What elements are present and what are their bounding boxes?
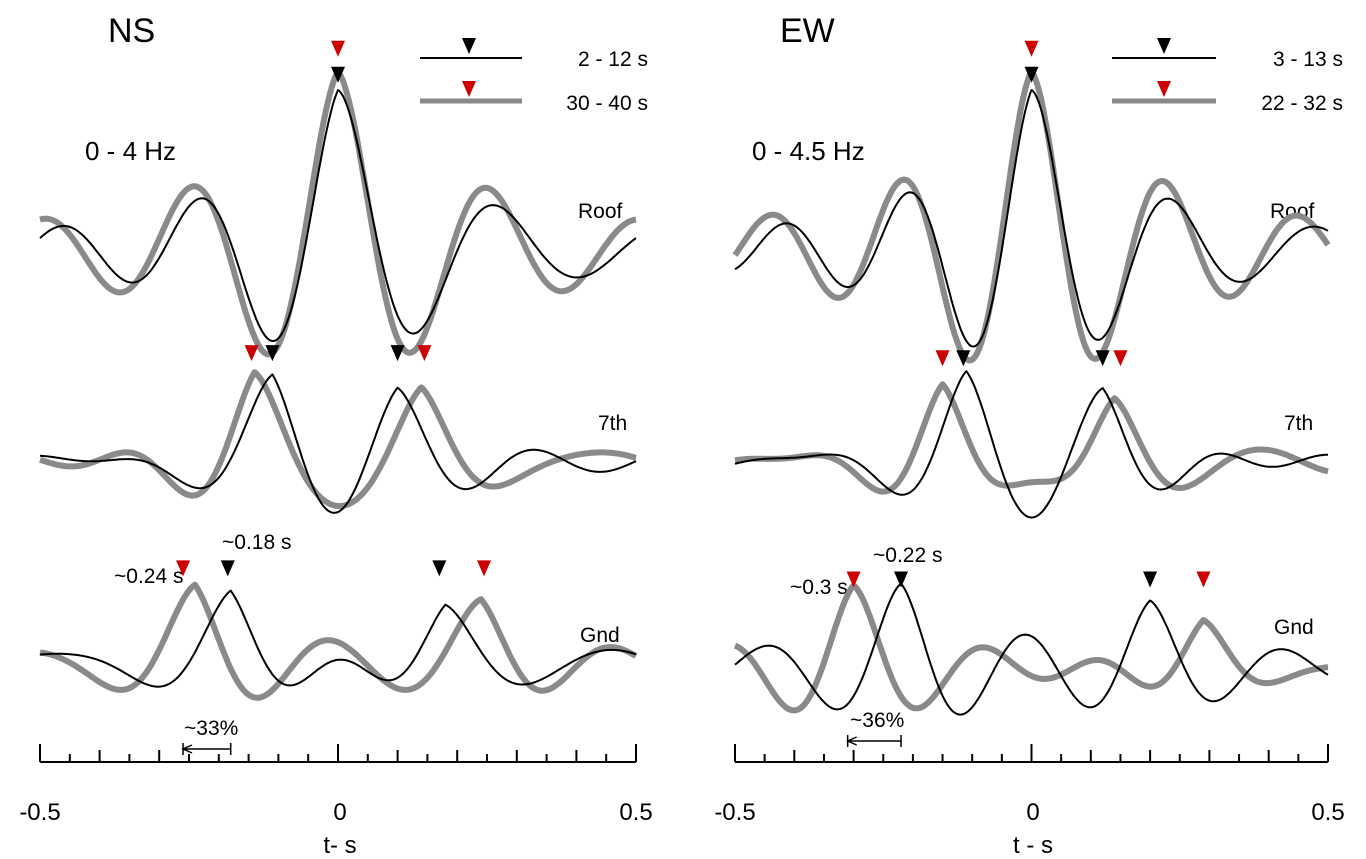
ew-trace-roof-thin xyxy=(734,89,1329,348)
ns-trace-roof-thin xyxy=(39,89,637,342)
ew-marker-roof-2 xyxy=(1024,66,1039,83)
ew-trace-label-7th: 7th xyxy=(1284,412,1313,435)
ew-tick-label-center: 0 xyxy=(1026,799,1039,826)
ns-marker-7th-3 xyxy=(390,345,405,362)
ew-marker-roof-1 xyxy=(1024,40,1039,57)
ns-band-label: 0 - 4 Hz xyxy=(85,136,176,166)
ew-trace-gnd-thin xyxy=(734,582,1329,716)
ew-panel-title: EW xyxy=(780,12,835,50)
ns-marker-gnd-1 xyxy=(176,560,191,577)
ew-trace-label-gnd: Gnd xyxy=(1274,616,1314,639)
ns-annotation-018: ~0.18 s xyxy=(222,531,291,554)
ns-legend-marker-1 xyxy=(462,38,476,54)
ew-trace-roof-thick xyxy=(732,68,1331,364)
ns-marker-gnd-4 xyxy=(477,560,492,577)
ns-tick-label-right: 0.5 xyxy=(619,799,652,826)
ew-legend-marker-1 xyxy=(1157,38,1171,54)
ns-legend-marker-2 xyxy=(462,81,476,97)
ns-trace-label-roof: Roof xyxy=(578,200,623,223)
ew-panel: EW 0 - 4.5 Hz 3 - 13 s 22 - 32 s Roof 7t… xyxy=(714,12,1344,859)
ns-bracket-arrowhead xyxy=(181,744,193,754)
ew-marker-7th-4 xyxy=(1113,350,1128,367)
ew-trace-7th-thick xyxy=(733,381,1330,495)
ew-band-label: 0 - 4.5 Hz xyxy=(752,136,865,166)
ew-bracket-arrowhead xyxy=(845,736,857,746)
ew-x-axis-title: t - s xyxy=(1013,832,1053,859)
ew-marker-7th-3 xyxy=(1095,350,1110,367)
ns-x-axis-title: t- s xyxy=(323,832,356,859)
ns-marker-7th-2 xyxy=(265,345,280,362)
ns-trace-roof-thick xyxy=(38,68,638,358)
ns-marker-7th-4 xyxy=(417,345,432,362)
ns-tick-label-left: -0.5 xyxy=(19,799,60,826)
ns-panel: NS 0 - 4 Hz 2 - 12 s 30 - 40 s Roof 7th … xyxy=(19,12,652,859)
ew-legend-label-1: 3 - 13 s xyxy=(1273,48,1343,71)
ew-marker-gnd-1 xyxy=(846,571,861,588)
ew-annotation-022: ~0.22 s xyxy=(873,544,942,567)
ew-legend-label-2: 22 - 32 s xyxy=(1261,92,1343,115)
ns-trace-label-gnd: Gnd xyxy=(580,624,620,647)
ns-trace-label-7th: 7th xyxy=(598,412,627,435)
ew-annotation-03: ~0.3 s xyxy=(790,576,848,599)
ew-marker-gnd-3 xyxy=(1143,571,1158,588)
ns-trace-gnd-thick xyxy=(38,581,638,701)
ns-legend-label-2: 30 - 40 s xyxy=(566,92,648,115)
ns-panel-title: NS xyxy=(108,12,155,50)
ew-tick-label-left: -0.5 xyxy=(714,799,755,826)
ns-tick-label-center: 0 xyxy=(333,799,346,826)
ew-annotation-percent: ~36% xyxy=(850,709,904,732)
ew-marker-gnd-2 xyxy=(894,571,909,588)
ns-trace-7th-thick xyxy=(38,369,638,510)
ns-trace-gnd-thin xyxy=(39,589,637,688)
ew-trace-gnd-thick xyxy=(733,582,1330,714)
ew-tick-label-right: 0.5 xyxy=(1311,799,1344,826)
ew-trace-7th-thin xyxy=(734,370,1328,519)
ns-marker-roof-2 xyxy=(331,66,345,83)
ns-annotation-024: ~0.24 s xyxy=(114,565,183,588)
ns-marker-7th-1 xyxy=(244,345,259,362)
ew-legend-marker-2 xyxy=(1157,81,1171,97)
ew-marker-7th-1 xyxy=(935,350,950,367)
ns-annotation-percent: ~33% xyxy=(184,717,238,740)
ns-marker-roof-1 xyxy=(331,40,345,57)
ew-marker-7th-2 xyxy=(956,350,971,367)
ns-legend-label-1: 2 - 12 s xyxy=(578,48,648,71)
ew-marker-gnd-4 xyxy=(1196,571,1211,588)
ns-trace-7th-thin xyxy=(39,373,637,514)
ns-marker-gnd-2 xyxy=(220,560,235,577)
ns-marker-gnd-3 xyxy=(432,560,447,577)
